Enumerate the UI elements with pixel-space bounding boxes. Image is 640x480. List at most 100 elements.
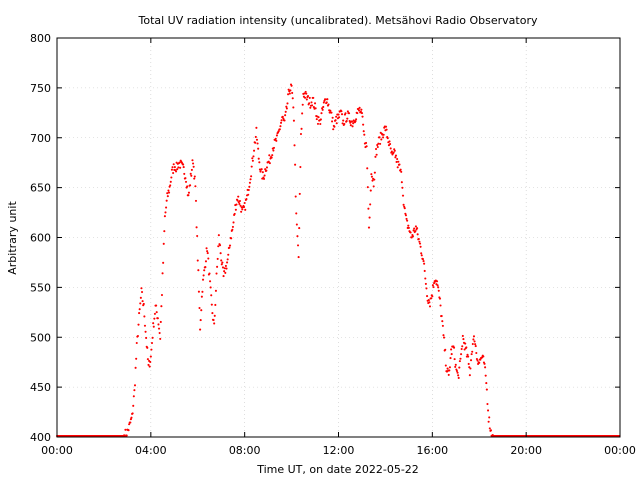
data-point: [243, 201, 246, 205]
data-point: [247, 193, 250, 196]
y-tick-label: 600: [30, 232, 51, 245]
data-point: [370, 173, 373, 176]
x-tick-label: 00:00: [604, 444, 636, 457]
data-point: [213, 314, 216, 317]
data-point: [457, 374, 460, 377]
data-point: [405, 217, 408, 220]
data-point: [461, 345, 464, 348]
data-point: [474, 343, 477, 346]
data-point: [134, 366, 137, 369]
data-point: [416, 233, 419, 236]
x-tick-label: 20:00: [510, 444, 542, 457]
data-point: [291, 97, 294, 100]
data-point: [169, 184, 172, 187]
data-point: [444, 364, 447, 367]
data-point: [289, 89, 292, 92]
data-point: [189, 172, 192, 175]
data-point: [252, 155, 255, 158]
data-point: [248, 185, 251, 188]
grid-lines: [57, 38, 620, 437]
data-point: [167, 189, 170, 192]
data-point: [152, 322, 155, 325]
data-point: [172, 172, 175, 175]
data-point: [130, 416, 133, 419]
data-point: [377, 142, 380, 145]
data-point: [254, 141, 257, 144]
data-point: [275, 139, 278, 142]
data-point: [153, 317, 156, 320]
data-point: [199, 319, 202, 322]
y-axis-label: Arbitrary unit: [6, 201, 19, 275]
data-point: [407, 224, 410, 227]
data-point: [162, 242, 165, 245]
data-point: [163, 230, 166, 233]
data-point: [251, 157, 254, 160]
data-point: [368, 216, 371, 219]
data-point: [292, 119, 295, 122]
data-point: [162, 261, 165, 264]
data-point: [225, 267, 228, 270]
data-point: [337, 113, 340, 116]
y-tick-label: 750: [30, 82, 51, 95]
data-point: [132, 395, 135, 398]
data-point: [367, 226, 371, 229]
data-point: [253, 149, 256, 152]
data-point: [297, 256, 300, 259]
data-point: [228, 244, 232, 247]
data-point: [376, 145, 379, 149]
data-point: [184, 177, 187, 180]
data-point: [363, 133, 366, 136]
data-point: [149, 360, 152, 364]
data-point: [350, 120, 354, 123]
data-point: [171, 166, 174, 169]
data-point: [299, 165, 302, 169]
data-point: [333, 125, 336, 128]
y-tick-label: 550: [30, 281, 51, 294]
data-point: [401, 186, 404, 189]
data-point: [219, 252, 222, 255]
x-tick-label: 12:00: [323, 444, 355, 457]
data-point: [400, 170, 403, 173]
y-tick-label: 500: [30, 331, 51, 344]
data-point: [315, 118, 318, 121]
data-point: [295, 212, 298, 215]
data-point: [176, 168, 179, 171]
data-point: [199, 328, 202, 331]
data-point: [133, 384, 137, 387]
data-point: [206, 252, 209, 255]
data-point: [423, 269, 426, 273]
data-point: [224, 271, 227, 274]
data-point: [389, 147, 392, 150]
data-point: [396, 158, 399, 161]
data-point: [438, 297, 442, 300]
data-point: [195, 226, 198, 229]
data-point: [296, 235, 299, 238]
data-point: [473, 340, 476, 343]
data-point: [267, 160, 270, 163]
data-point: [310, 101, 313, 104]
data-point: [233, 212, 236, 215]
data-point: [135, 341, 138, 345]
data-point: [193, 177, 196, 180]
data-point: [208, 272, 211, 275]
data-point: [344, 112, 347, 115]
data-point: [238, 202, 241, 206]
data-point: [407, 226, 410, 229]
data-point: [357, 109, 361, 112]
data-point: [170, 176, 173, 179]
data-point: [255, 126, 258, 129]
data-point: [220, 259, 223, 262]
data-point: [301, 112, 304, 115]
data-point: [274, 137, 277, 140]
data-point: [231, 225, 234, 228]
data-point: [191, 159, 194, 162]
data-point: [416, 227, 419, 230]
data-point: [214, 303, 217, 307]
data-point: [197, 269, 200, 272]
data-point: [471, 350, 474, 353]
data-point: [299, 132, 303, 136]
data-point: [155, 311, 158, 314]
data-point: [236, 199, 239, 202]
data-point: [139, 296, 142, 299]
data-point: [166, 192, 169, 195]
